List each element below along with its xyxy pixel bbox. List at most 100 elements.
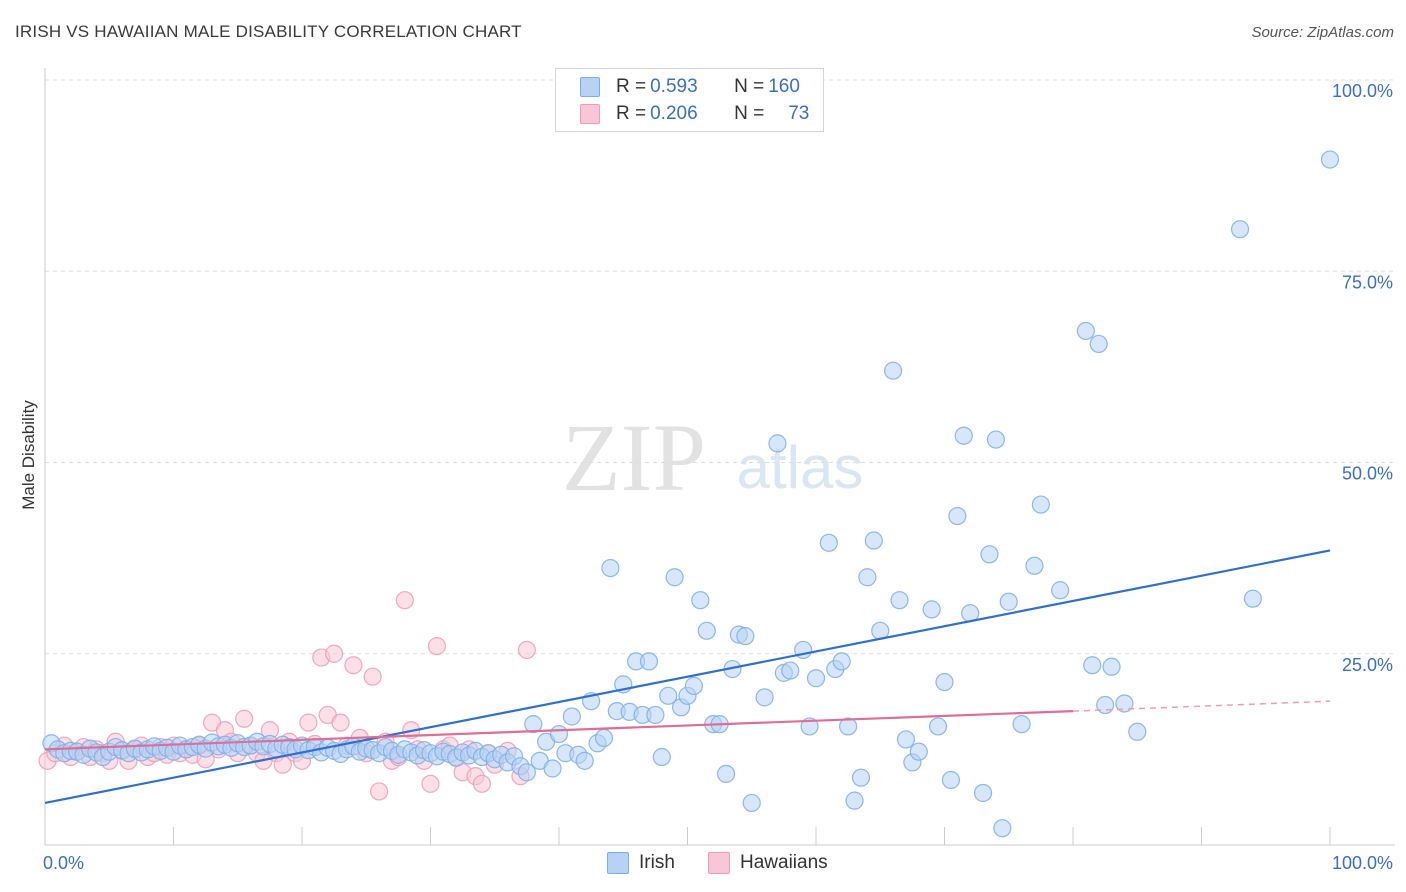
hawaiians-trend-line [44, 710, 1074, 751]
irish-point [524, 715, 543, 734]
irish-point [845, 791, 864, 810]
source-label: Source: ZipAtlas.com [1251, 24, 1394, 41]
irish-point [839, 717, 858, 736]
legend-r-value: 0.593 [650, 76, 698, 97]
irish-point [1031, 495, 1050, 514]
x-tick-label: 0.0% [43, 853, 84, 873]
irish-point [1320, 150, 1340, 169]
irish-point [883, 361, 903, 380]
bottom-legend-label: Irish [639, 852, 675, 873]
irish-trend-line [44, 549, 1331, 805]
irish-swatch [580, 77, 600, 97]
y-tick-label: 50.0% [1342, 464, 1393, 484]
hawaiians-point [235, 709, 254, 728]
y-tick-label: 25.0% [1342, 655, 1393, 675]
irish-point [1128, 722, 1147, 741]
irish-point [1243, 589, 1263, 608]
legend-n-label: N = [734, 76, 765, 97]
irish-point [980, 545, 999, 564]
irish-swatch [607, 852, 629, 874]
bottom-legend-irish: Irish [607, 852, 675, 874]
legend-n-label: N = [734, 103, 765, 124]
irish-point [973, 783, 993, 803]
irish-point [832, 652, 851, 671]
irish-point [755, 688, 774, 707]
bottom-legend-hawaiians: Hawaiians [708, 852, 828, 874]
hawaiians-point [370, 782, 389, 801]
hawaiians-swatch [580, 104, 600, 124]
irish-point [716, 764, 736, 783]
irish-point [684, 676, 704, 695]
irish-point [1012, 715, 1031, 734]
y-tick-label: 75.0% [1342, 272, 1393, 292]
irish-point [1096, 695, 1115, 715]
irish-point [999, 592, 1018, 611]
irish-point [736, 627, 755, 646]
irish-point [819, 533, 838, 552]
hawaiians-point [344, 656, 363, 675]
irish-point [948, 506, 967, 526]
irish-point [575, 751, 594, 770]
irish-point [517, 763, 536, 782]
hawaiians-trend-extension [1072, 700, 1331, 712]
irish-point [993, 819, 1012, 838]
hawaiians-point [363, 667, 382, 686]
y-tick-label: 100.0% [1332, 81, 1393, 101]
hawaiians-point [331, 713, 350, 732]
irish-point [1076, 321, 1095, 341]
y-axis-label: Male Disability [19, 400, 38, 510]
irish-point [742, 793, 761, 813]
bottom-legend-label: Hawaiians [740, 852, 828, 873]
irish-point [1230, 220, 1250, 239]
legend-row-hawaiians: R = 0.206 N = 73 [556, 100, 809, 128]
irish-point [864, 531, 883, 550]
irish-point [549, 724, 569, 744]
x-tick-label: 100.0% [1332, 853, 1393, 873]
irish-point [954, 426, 973, 445]
irish-point [562, 707, 581, 726]
hawaiians-point [421, 774, 440, 793]
irish-point [806, 669, 826, 688]
hawaiians-point [325, 644, 344, 663]
irish-point [1051, 581, 1070, 600]
irish-point [986, 430, 1006, 449]
irish-point [858, 568, 877, 587]
irish-point [1089, 334, 1108, 354]
irish-point [896, 730, 916, 749]
irish-point [697, 621, 716, 640]
hawaiians-swatch [708, 852, 730, 874]
irish-point [768, 434, 787, 453]
irish-point [1102, 657, 1121, 676]
irish-point [781, 661, 800, 680]
legend-r-label: R = [616, 103, 647, 124]
irish-point [941, 770, 961, 790]
irish-point [652, 747, 671, 767]
irish-point [928, 717, 948, 736]
irish-point [691, 591, 710, 610]
irish-point [1115, 694, 1134, 713]
legend-n-value: 160 [768, 76, 800, 97]
irish-point [935, 672, 954, 692]
irish-point [851, 768, 871, 787]
hawaiians-point [517, 640, 536, 660]
watermark-zip: ZIP [562, 404, 706, 511]
irish-point [909, 742, 928, 761]
hawaiians-point [427, 636, 447, 656]
legend-r-label: R = [616, 76, 647, 97]
irish-point [659, 686, 678, 705]
legend-r-value: 0.206 [650, 103, 698, 124]
irish-point [594, 728, 614, 748]
irish-point [1025, 556, 1044, 575]
hawaiians-point [472, 774, 491, 793]
irish-point [1083, 656, 1102, 675]
watermark-atlas: atlas [737, 434, 864, 501]
irish-point [890, 591, 909, 610]
chart-title: IRISH VS HAWAIIAN MALE DISABILITY CORREL… [15, 22, 522, 41]
hawaiians-point [299, 713, 318, 732]
legend-row-irish: R = 0.593 N = 160 [556, 73, 800, 101]
irish-point [639, 652, 659, 671]
irish-point [601, 558, 620, 578]
legend-n-value: 73 [788, 103, 810, 124]
legend: R = 0.593 N = 160 R = 0.206 N = 73 [555, 68, 824, 132]
